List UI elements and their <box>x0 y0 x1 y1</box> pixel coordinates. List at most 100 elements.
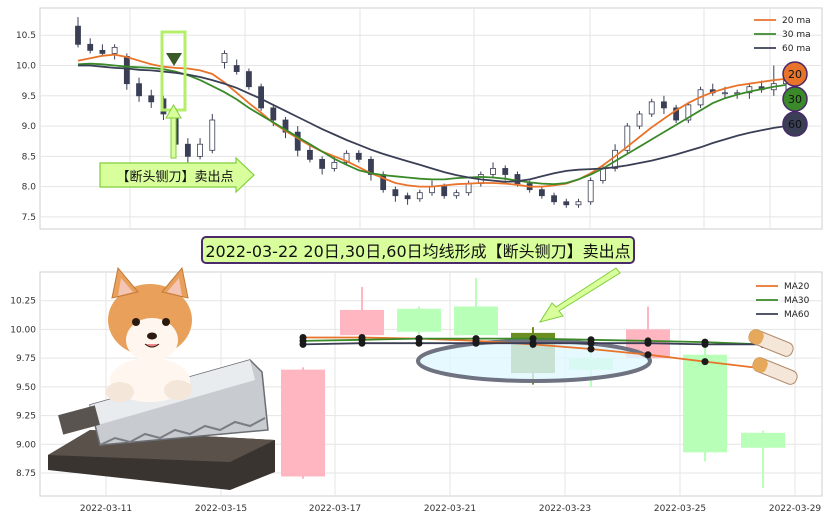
bottom-line-point <box>587 345 595 353</box>
top-candle <box>392 186 399 202</box>
bottom-line-point <box>644 339 652 347</box>
top-legend: 20 ma 30 ma 60 ma <box>754 16 811 54</box>
top-candle <box>221 50 228 69</box>
bottom-candle <box>741 430 785 488</box>
bottom-y-tick-label: 9.75 <box>16 354 36 364</box>
top-y-tick-label: 9.0 <box>22 122 37 132</box>
top-candle <box>685 101 692 124</box>
top-candle <box>563 198 570 208</box>
bottom-line-point <box>587 339 595 347</box>
top-y-tick-labels: 10.5 10.0 9.5 9.0 8.5 8.0 7.5 <box>16 31 36 223</box>
bottom-x-tick-labels: 2022-03-11 2022-03-15 2022-03-17 2022-03-21… <box>80 504 822 514</box>
callout-arrow-shape <box>99 156 255 194</box>
top-candle <box>624 123 631 154</box>
top-candle <box>294 126 301 157</box>
bottom-candle <box>683 346 727 462</box>
pointer-arrow <box>538 267 621 323</box>
top-candle <box>99 44 106 57</box>
top-candle <box>75 17 81 48</box>
top-candle <box>404 192 411 205</box>
top-legend-label: 20 ma <box>782 16 811 26</box>
top-y-tick-label: 7.5 <box>22 213 36 223</box>
crossing-marker-triangle <box>166 53 182 66</box>
bottom-x-tick-label: 2022-03-29 <box>769 504 822 514</box>
ma-end-icon-bottom <box>752 357 798 385</box>
bottom-y-tick-label: 10.25 <box>10 297 36 307</box>
top-y-tick-label: 9.5 <box>22 92 36 102</box>
bottom-line-point <box>299 340 307 348</box>
ma30-badge: 30 <box>782 86 808 112</box>
bottom-x-tick-label: 2022-03-17 <box>309 504 361 514</box>
bottom-legend: MA20 MA30 MA60 <box>756 282 810 320</box>
bottom-candle <box>340 286 384 338</box>
ma20-badge: 20 <box>782 61 808 87</box>
top-candle <box>416 189 423 202</box>
bottom-candle <box>281 367 325 479</box>
top-legend-entry: 60 ma <box>754 44 811 54</box>
bottom-legend-entry: MA60 <box>756 310 810 320</box>
top-candle <box>575 198 582 208</box>
ma60-badge-label: 60 <box>788 118 802 131</box>
bottom-y-tick-label: 9.50 <box>16 383 36 393</box>
top-line-60-ma <box>78 64 787 183</box>
bottom-x-tick-label: 2022-03-15 <box>195 504 247 514</box>
top-legend-label: 60 ma <box>782 44 811 54</box>
top-candle <box>648 98 655 117</box>
bottom-x-tick-label: 2022-03-21 <box>424 504 476 514</box>
bottom-legend-label: MA30 <box>784 296 810 306</box>
top-candle <box>87 38 94 54</box>
top-candle <box>636 110 643 130</box>
top-candle <box>538 186 545 199</box>
bottom-x-tick-label: 2022-03-11 <box>80 504 132 514</box>
bottom-candle <box>397 306 441 336</box>
bottom-legend-label: MA20 <box>784 282 810 292</box>
callout-arrow-head <box>165 103 182 119</box>
top-candle <box>355 150 362 163</box>
top-candle <box>587 177 594 205</box>
bottom-line-point <box>529 339 537 347</box>
bottom-y-tick-label: 10.00 <box>10 325 36 335</box>
ma-end-icon-top <box>748 329 794 357</box>
top-candle <box>233 59 240 75</box>
bottom-line-point <box>644 351 652 359</box>
top-legend-entry: 20 ma <box>754 16 811 26</box>
callout-arrow-stem <box>170 115 177 159</box>
top-candle <box>368 156 374 181</box>
bottom-chart-panel: 10.25 10.00 9.75 9.50 9.25 9.00 8.75 2022-03-1… <box>10 266 823 514</box>
sell-point-callout-text: 【断头铡刀】卖出点 <box>116 169 234 185</box>
top-y-tick-label: 10.0 <box>16 62 36 72</box>
bottom-line-point <box>358 339 366 347</box>
top-legend-entry: 30 ma <box>754 30 811 40</box>
bottom-line-point <box>472 339 480 347</box>
top-candle <box>282 116 289 139</box>
top-line-30-ma <box>77 62 787 186</box>
top-line-20-ma <box>77 53 787 188</box>
top-candle <box>673 104 680 124</box>
top-candle <box>136 77 142 102</box>
bottom-x-tick-label: 2022-03-25 <box>654 504 706 514</box>
top-candle <box>209 113 216 154</box>
bottom-y-tick-label: 9.00 <box>16 440 36 450</box>
bottom-line-point <box>415 339 423 347</box>
bottom-x-tick-label: 2022-03-23 <box>539 504 591 514</box>
bottom-y-tick-labels: 10.25 10.00 9.75 9.50 9.25 9.00 8.75 <box>10 297 36 479</box>
bottom-y-tick-label: 8.75 <box>16 469 36 479</box>
ma60-badge: 60 <box>782 111 808 137</box>
top-y-tick-label: 10.5 <box>16 31 36 41</box>
bottom-legend-label: MA60 <box>784 310 810 320</box>
ma30-badge-label: 30 <box>788 93 802 106</box>
top-candle <box>343 150 350 166</box>
top-candle <box>319 156 326 175</box>
top-ma-lines <box>77 53 787 188</box>
top-candle <box>245 68 252 90</box>
bottom-legend-entry: MA20 <box>756 282 810 292</box>
sell-point-callout: 【断头铡刀】卖出点 <box>102 163 248 187</box>
bottom-candle <box>454 277 498 338</box>
bottom-line-point <box>701 340 709 348</box>
corgi-guillotine-illustration <box>48 266 275 490</box>
top-candle <box>661 95 667 114</box>
top-legend-label: 30 ma <box>782 30 811 40</box>
top-candle <box>148 89 155 108</box>
